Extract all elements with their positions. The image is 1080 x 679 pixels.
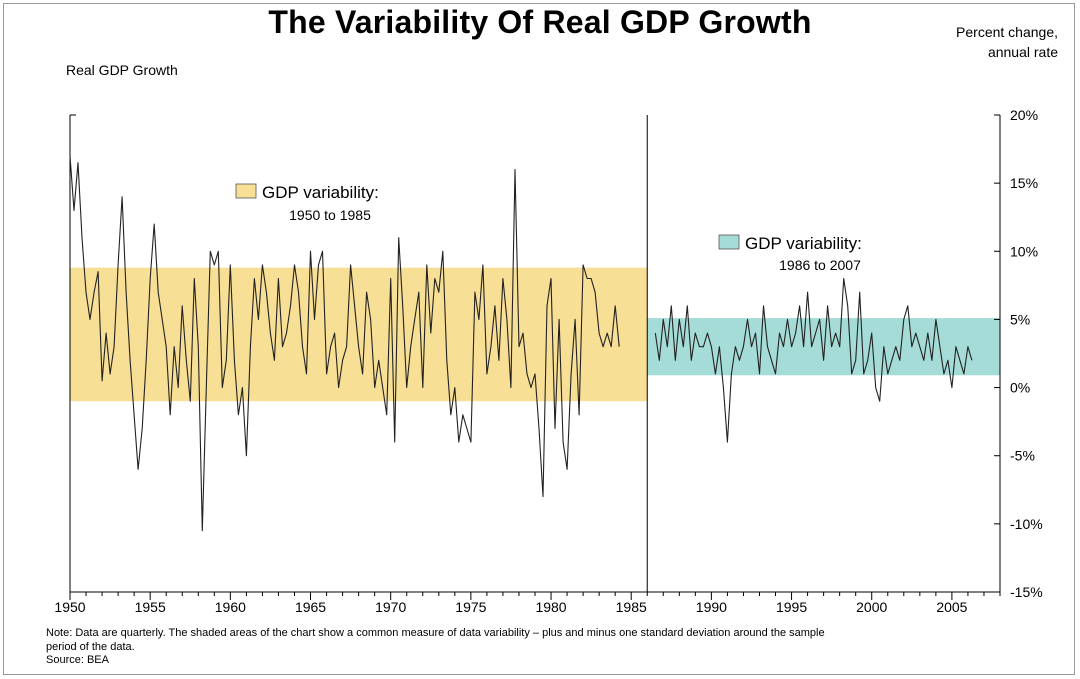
- legend-sublabel-2: 1986 to 2007: [779, 257, 861, 273]
- chart-frame: [3, 3, 1075, 675]
- y-tick-label: 0%: [1010, 380, 1030, 396]
- x-tick-label: 1950: [54, 599, 85, 615]
- y-tick-label: -10%: [1010, 516, 1043, 532]
- x-tick-label: 1980: [535, 599, 566, 615]
- legend-swatch-2: [718, 234, 740, 250]
- y-tick-label: 20%: [1010, 107, 1038, 123]
- x-tick-label: 1985: [616, 599, 647, 615]
- x-tick-label: 1995: [776, 599, 807, 615]
- legend-label-2: GDP variability:: [745, 234, 862, 253]
- x-tick-label: 2005: [936, 599, 967, 615]
- legend-swatch-1: [235, 183, 257, 199]
- note-line-1: Note: Data are quarterly. The shaded are…: [46, 627, 825, 639]
- y-tick-label: -15%: [1010, 584, 1043, 600]
- chart-note: Note: Data are quarterly. The shaded are…: [46, 627, 1046, 668]
- gdp-growth-line-1: [69, 155, 620, 532]
- x-tick-label: 1970: [375, 599, 406, 615]
- x-tick-label: 1955: [135, 599, 166, 615]
- chart-title: The Variability Of Real GDP Growth: [268, 4, 812, 40]
- legend-label-1: GDP variability:: [262, 183, 379, 202]
- x-tick-label: 1965: [295, 599, 326, 615]
- x-tick-label: 1975: [455, 599, 486, 615]
- x-tick-label: 1960: [215, 599, 246, 615]
- x-tick-label: 2000: [856, 599, 887, 615]
- left-axis-label: Real GDP Growth: [66, 62, 178, 78]
- right-axis-label-line-2: annual rate: [987, 44, 1058, 60]
- variability-band-2: [647, 318, 1000, 376]
- legend-sublabel-1: 1950 to 1985: [289, 207, 371, 223]
- note-line-2: period of the data.: [46, 640, 135, 653]
- y-tick-label: 10%: [1010, 243, 1038, 259]
- note-source: Source: BEA: [46, 654, 109, 666]
- y-tick-label: -5%: [1010, 448, 1035, 464]
- x-tick-label: 1990: [696, 599, 727, 615]
- y-tick-label: 15%: [1010, 175, 1038, 191]
- y-tick-label: 5%: [1010, 311, 1030, 327]
- gdp-growth-line-2: [654, 277, 973, 443]
- right-axis-label-line-1: Percent change,: [956, 24, 1058, 40]
- right-axis-label: Percent change, annual rate: [956, 22, 1058, 62]
